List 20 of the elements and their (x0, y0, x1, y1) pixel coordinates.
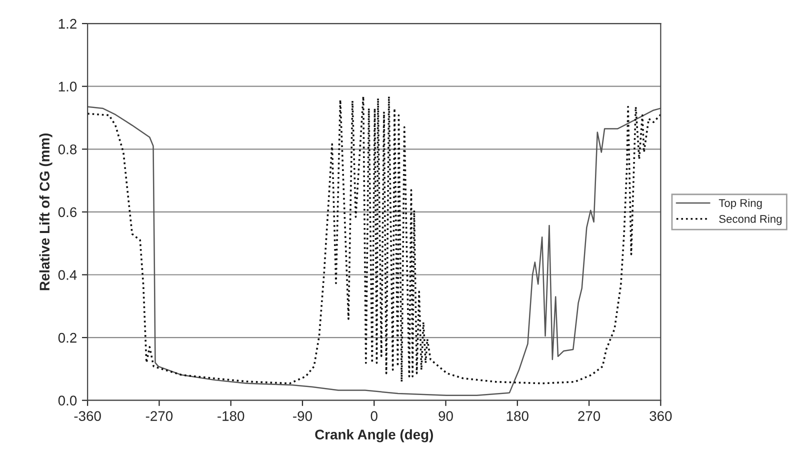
x-tick-label: -270 (146, 411, 173, 421)
x-tick-label: -360 (74, 411, 101, 421)
x-tick-label: 90 (438, 411, 453, 421)
x-tick-label: -180 (218, 411, 244, 421)
y-axis-title: Relative Lift of CG (mm) (39, 134, 52, 290)
legend-label: Second Ring (719, 214, 782, 226)
x-tick-label: 0 (370, 411, 378, 421)
y-tick-label: 0.2 (58, 332, 76, 343)
x-tick-label: 180 (506, 411, 528, 421)
y-tick-label: 0.8 (58, 144, 77, 154)
x-tick-label: -90 (293, 411, 312, 421)
y-tick-label: 0.6 (58, 207, 77, 218)
y-tick-label: 1.2 (58, 18, 76, 29)
y-tick-label: 0.0 (58, 396, 77, 406)
y-tick-label: 1.0 (58, 82, 77, 92)
y-tick-label: 0.4 (58, 270, 77, 280)
legend-label: Top Ring (718, 198, 762, 210)
x-tick-label: 270 (578, 411, 600, 421)
x-axis-title: Crank Angle (deg) (315, 429, 433, 442)
x-tick-label: 360 (650, 411, 672, 421)
